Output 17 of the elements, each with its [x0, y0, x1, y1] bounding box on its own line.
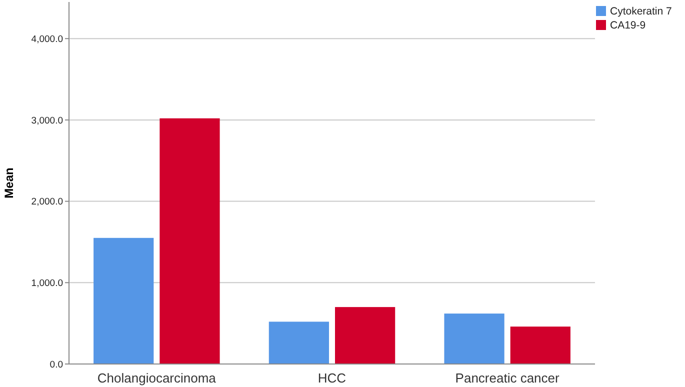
y-tick-label: 0.0 — [50, 359, 63, 370]
bar — [94, 238, 154, 364]
bar — [444, 314, 504, 364]
x-tick-label: Cholangiocarcinoma — [97, 370, 217, 386]
x-tick-label: HCC — [318, 370, 346, 386]
bar — [268, 322, 329, 364]
bar — [510, 326, 570, 364]
y-tick-label: 4,000.0 — [31, 34, 63, 45]
bar — [160, 118, 220, 364]
bar — [335, 307, 396, 364]
y-axis-title: Mean — [2, 168, 16, 198]
x-tick-label: Pancreatic cancer — [455, 370, 560, 386]
y-tick-label: 3,000.0 — [31, 115, 63, 126]
legend-label: Cytokeratin 7 — [610, 6, 672, 18]
legend-label: CA19-9 — [610, 20, 646, 32]
y-tick-label: 2,000.0 — [31, 196, 63, 208]
y-tick-label: 1,000.0 — [31, 278, 63, 289]
